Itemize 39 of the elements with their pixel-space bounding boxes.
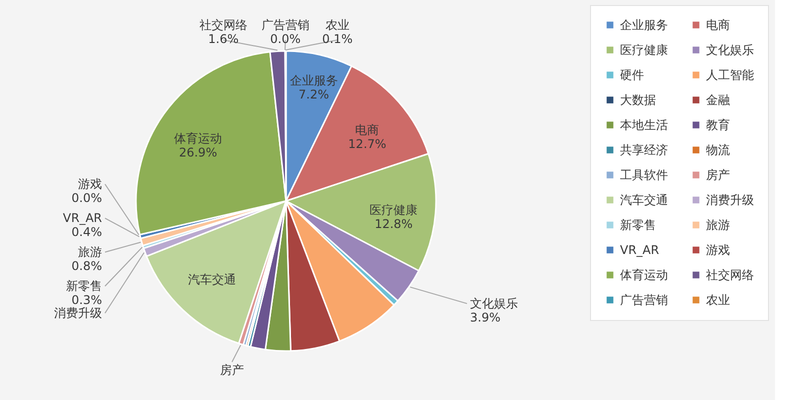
legend-label: 大数据 (620, 93, 656, 107)
legend-label: 汽车交通 (620, 193, 668, 207)
legend-label: 体育运动 (620, 268, 668, 282)
legend-label: 游戏 (706, 243, 730, 257)
legend-label: 房产 (706, 168, 730, 182)
data-label: 新零售 0.3% (66, 279, 102, 308)
legend-label: 企业服务 (620, 18, 668, 32)
legend-label: VR_AR (620, 243, 660, 257)
legend-label: 新零售 (620, 218, 656, 232)
legend-label: 广告营销 (620, 293, 668, 307)
legend-label: 旅游 (706, 218, 730, 232)
data-label: 汽车交通 (188, 272, 236, 286)
data-label: VR_AR 0.4% (62, 211, 102, 240)
text: 游戏 0.0% (72, 177, 102, 206)
legend-label: 社交网络 (706, 268, 754, 282)
data-label: 电商 12.7% (348, 122, 386, 151)
data-label: 企业服务 7.2% (290, 73, 338, 102)
legend-label: 文化娱乐 (706, 43, 754, 57)
data-label: 文化娱乐 3.9% (470, 296, 518, 325)
legend-label: 农业 (706, 293, 730, 307)
data-label: 社交网络 1.6% (199, 18, 248, 46)
data-label: 农业 0.1% (322, 18, 353, 46)
data-label: 旅游 0.8% (72, 245, 102, 274)
data-label: 体育运动 26.9% (174, 131, 222, 160)
legend-label: 物流 (706, 143, 730, 157)
legend-label: 共享经济 (620, 143, 668, 157)
legend-label: 本地生活 (620, 118, 668, 132)
legend-label: 电商 (706, 18, 730, 32)
data-label: 房产 (220, 363, 244, 377)
legend-label: 金融 (706, 93, 730, 107)
legend-label: 教育 (706, 118, 730, 132)
legend-label: 硬件 (620, 68, 644, 82)
legend-label: 工具软件 (620, 168, 668, 182)
data-label: 消费升级 (54, 306, 102, 320)
data-label: 医疗健康 12.8% (370, 202, 418, 231)
text: 广告营销 0.0% (261, 18, 310, 46)
legend-label: 人工智能 (706, 68, 754, 82)
legend-label: 医疗健康 (620, 43, 668, 57)
legend-label: 消费升级 (706, 193, 754, 207)
